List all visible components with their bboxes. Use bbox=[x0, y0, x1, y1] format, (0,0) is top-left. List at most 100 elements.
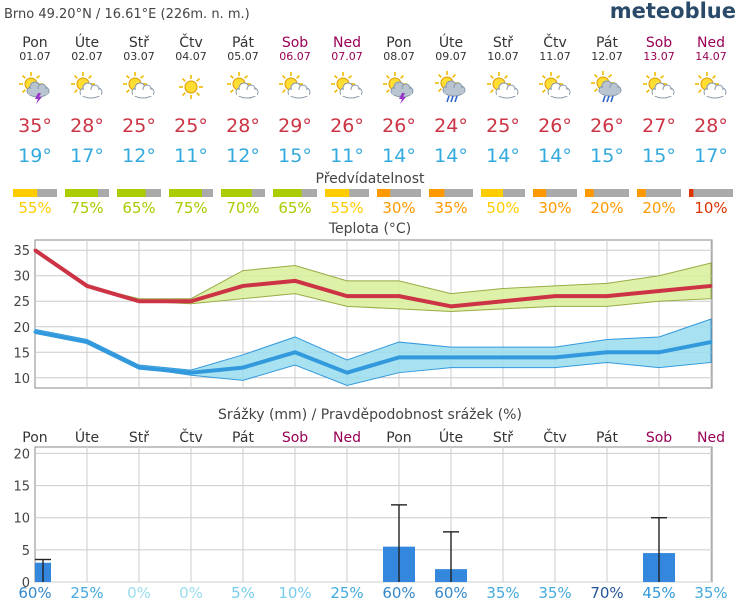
predictability-bar-fill bbox=[117, 189, 146, 197]
temperature-tick-label: 25 bbox=[13, 295, 30, 310]
precipitation-probability-label: 35% bbox=[694, 584, 727, 600]
max-temp-line-point bbox=[397, 294, 401, 298]
max-temp-label: 26° bbox=[538, 115, 572, 137]
predictability-bar-fill bbox=[689, 189, 694, 197]
predictability-label: 65% bbox=[122, 199, 155, 217]
day-date: 08.07 bbox=[383, 50, 415, 63]
sun-cloud-icon bbox=[71, 72, 103, 99]
min-temp-line-point bbox=[85, 340, 89, 344]
sun-cloud-icon bbox=[539, 72, 571, 99]
precipitation-tick-label: 10 bbox=[13, 512, 30, 527]
day-date: 07.07 bbox=[331, 50, 363, 63]
predictability-bar-fill bbox=[65, 189, 98, 197]
predictability-label: 50% bbox=[486, 199, 519, 217]
max-temp-label: 29° bbox=[278, 115, 312, 137]
precip-day-name: Sob bbox=[282, 430, 308, 446]
min-temp-label: 14° bbox=[486, 145, 520, 167]
max-temp-label: 25° bbox=[486, 115, 520, 137]
max-temp-label: 25° bbox=[174, 115, 208, 137]
max-temp-label: 24° bbox=[434, 115, 468, 137]
max-temp-label: 28° bbox=[226, 115, 260, 137]
predictability-bar-fill bbox=[325, 189, 350, 197]
sun-cloud-icon bbox=[227, 72, 259, 99]
min-temp-line-point bbox=[553, 355, 557, 359]
min-temp-line bbox=[34, 329, 712, 375]
precipitation-probability-label: 0% bbox=[127, 584, 151, 600]
predictability-label: 30% bbox=[382, 199, 415, 217]
max-temp-line-point bbox=[293, 279, 297, 283]
precipitation-probability-label: 35% bbox=[538, 584, 571, 600]
day-date: 04.07 bbox=[175, 50, 207, 63]
predictability-label: 65% bbox=[278, 199, 311, 217]
predictability-bar-bg bbox=[585, 189, 629, 197]
min-temp-line-point bbox=[241, 366, 245, 370]
predictability-bar-bg bbox=[377, 189, 421, 197]
predictability-bar-fill bbox=[273, 189, 302, 197]
min-temp-line-point bbox=[449, 355, 453, 359]
precipitation-probability-label: 60% bbox=[382, 584, 415, 600]
sun-icon bbox=[179, 75, 203, 99]
predictability-label: 75% bbox=[174, 199, 207, 217]
max-temp-label: 28° bbox=[694, 115, 728, 137]
precip-day-name: Čtv bbox=[179, 428, 203, 446]
precip-day-name: Úte bbox=[439, 428, 463, 446]
day-date: 11.07 bbox=[539, 50, 571, 63]
precip-day-name: Pát bbox=[596, 430, 618, 446]
precip-day-name: Stř bbox=[493, 430, 513, 446]
min-temp-label: 17° bbox=[70, 145, 104, 167]
day-date: 14.07 bbox=[695, 50, 727, 63]
predictability-bar-fill bbox=[13, 189, 38, 197]
predictability-label: 70% bbox=[226, 199, 259, 217]
max-temp-line-point bbox=[137, 299, 141, 303]
min-temp-line-point bbox=[709, 340, 713, 344]
predictability-label: 75% bbox=[70, 199, 103, 217]
day-date: 13.07 bbox=[643, 50, 675, 63]
temperature-tick-label: 20 bbox=[13, 321, 30, 336]
sun-thunder-icon bbox=[383, 72, 414, 104]
precipitation-probability-label: 35% bbox=[486, 584, 519, 600]
precipitation-probability-label: 25% bbox=[70, 584, 103, 600]
precipitation-probability-label: 10% bbox=[278, 584, 311, 600]
predictability-label: 20% bbox=[590, 199, 623, 217]
temperature-tick-label: 30 bbox=[13, 270, 30, 285]
precipitation-probability-label: 5% bbox=[231, 584, 255, 600]
sun-cloud-icon bbox=[279, 72, 311, 99]
precipitation-probability-label: 0% bbox=[179, 584, 203, 600]
min-temp-line-point bbox=[33, 330, 37, 334]
temperature-tick-label: 35 bbox=[13, 244, 30, 259]
max-temp-line-point bbox=[449, 304, 453, 308]
day-name: Úte bbox=[75, 33, 99, 51]
min-temp-line-point bbox=[501, 355, 505, 359]
day-date: 02.07 bbox=[71, 50, 103, 63]
min-temp-label: 12° bbox=[226, 145, 260, 167]
max-temp-line-point bbox=[85, 284, 89, 288]
precipitation-title: Srážky (mm) / Pravděpodobnost srážek (%) bbox=[218, 407, 522, 423]
precip-day-name: Pát bbox=[232, 430, 254, 446]
max-temp-line bbox=[33, 248, 712, 309]
sun-cloud-icon bbox=[487, 72, 519, 99]
predictability-label: 55% bbox=[330, 199, 363, 217]
predictability-bar-fill bbox=[637, 189, 646, 197]
min-temp-line-point bbox=[293, 350, 297, 354]
precipitation-probability-label: 60% bbox=[18, 584, 51, 600]
min-temp-label: 15° bbox=[590, 145, 624, 167]
precip-day-name: Pon bbox=[386, 430, 411, 446]
sun-cloud-rain-icon bbox=[435, 71, 466, 103]
predictability-bar-bg bbox=[689, 189, 733, 197]
sun-cloud-icon bbox=[643, 72, 675, 99]
predictability-bar-bg bbox=[637, 189, 681, 197]
sun-cloud-icon bbox=[695, 72, 727, 99]
predictability-label: 10% bbox=[694, 199, 727, 217]
day-name: Ned bbox=[697, 35, 725, 51]
precip-day-name: Pon bbox=[22, 430, 47, 446]
temperature-tick-label: 10 bbox=[13, 372, 30, 387]
max-temp-line-point bbox=[241, 284, 245, 288]
day-name: Čtv bbox=[543, 33, 567, 51]
predictability-bar-bg bbox=[429, 189, 473, 197]
day-name: Pát bbox=[232, 35, 254, 51]
day-name: Sob bbox=[646, 35, 672, 51]
min-temp-line-point bbox=[345, 371, 349, 375]
max-temp-label: 26° bbox=[590, 115, 624, 137]
day-name: Úte bbox=[439, 33, 463, 51]
